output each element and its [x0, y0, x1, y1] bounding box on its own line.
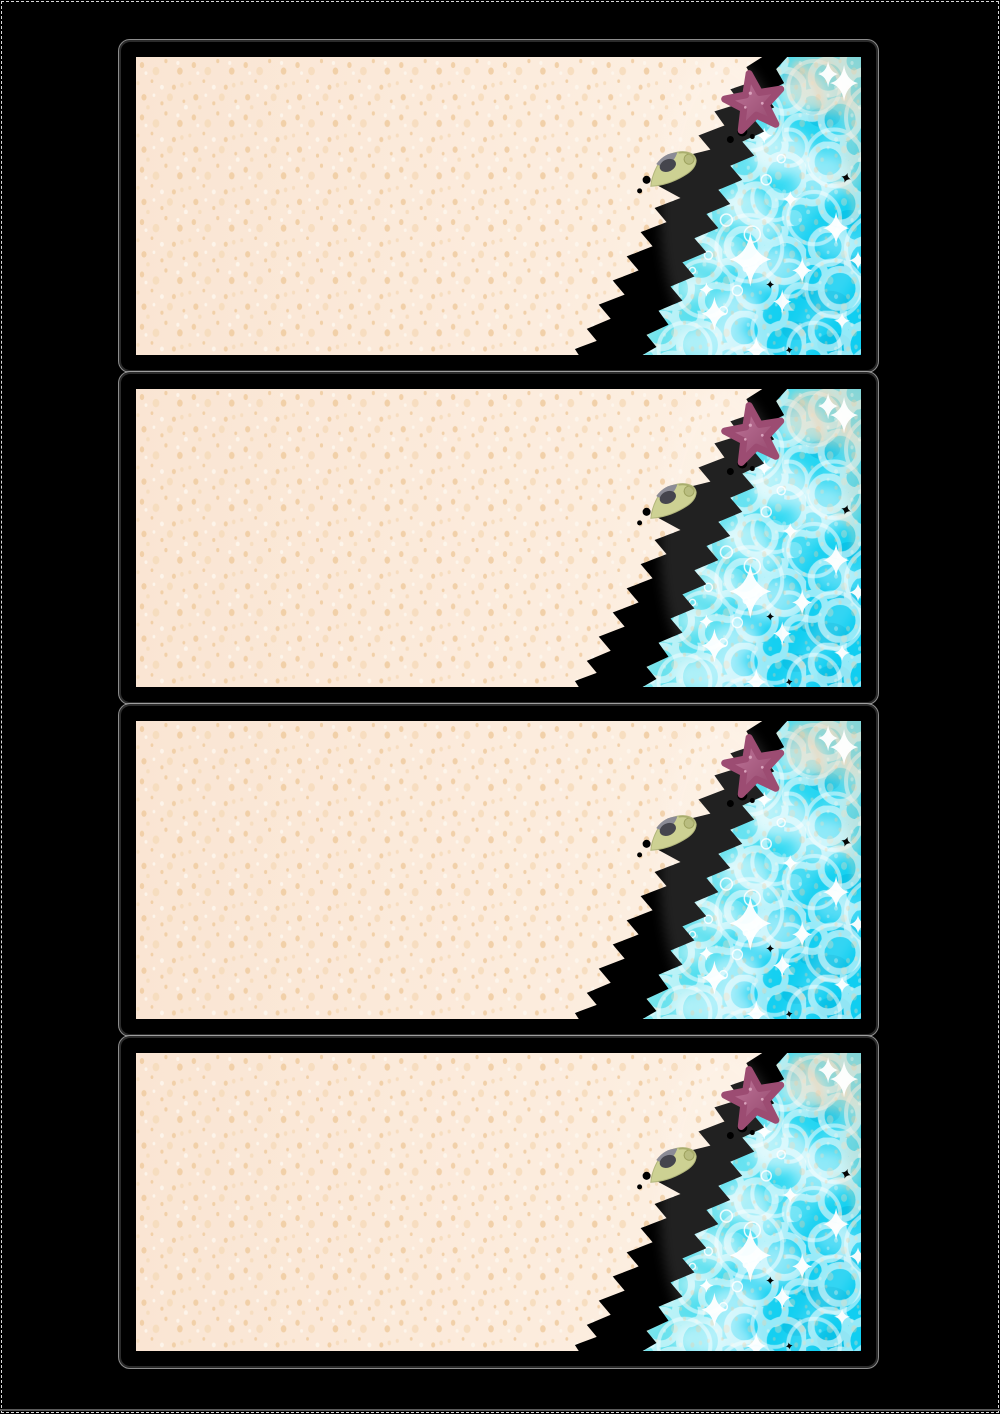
beach-artwork — [136, 721, 861, 1019]
beach-artwork — [136, 389, 861, 687]
beach-label-3 — [119, 704, 878, 1036]
beach-art-svg — [136, 57, 861, 355]
beach-label-1 — [119, 40, 878, 372]
beach-art-svg — [136, 721, 861, 1019]
beach-label-4 — [119, 1036, 878, 1368]
beach-artwork — [136, 1053, 861, 1351]
beach-art-svg — [136, 1053, 861, 1351]
page-bottom-edge-line — [0, 1409, 1000, 1411]
beach-artwork — [136, 57, 861, 355]
beach-art-svg — [136, 389, 861, 687]
beach-label-2 — [119, 372, 878, 704]
panel-stack — [119, 40, 878, 1368]
